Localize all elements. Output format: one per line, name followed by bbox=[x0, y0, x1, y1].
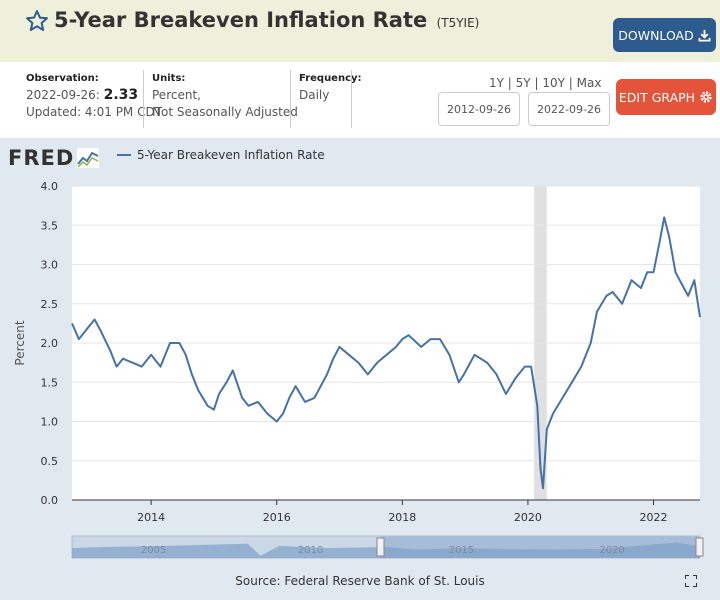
range-max[interactable]: Max bbox=[576, 76, 602, 90]
range-separator: | bbox=[507, 76, 512, 90]
y-tick-label: 1.0 bbox=[41, 416, 59, 429]
navigator-handle[interactable] bbox=[695, 537, 704, 557]
line-chart: 0.0 0.5 1.0 1.5 2.0 2.5 3.0 3.5 4.0 2014 2016 2018 2… bbox=[13, 180, 704, 559]
navigator-label: 2010 bbox=[298, 545, 323, 556]
units-line2: Not Seasonally Adjusted bbox=[152, 105, 298, 119]
navigator-label: 2020 bbox=[599, 545, 624, 556]
x-tick-label: 2016 bbox=[263, 511, 291, 524]
navigator-area bbox=[72, 542, 700, 558]
series-title: 5-Year Breakeven Inflation Rate bbox=[54, 8, 428, 32]
download-label: DOWNLOAD bbox=[618, 27, 694, 43]
x-tick-label: 2014 bbox=[137, 511, 165, 524]
y-tick-label: 2.0 bbox=[41, 337, 59, 350]
star-outline-icon[interactable] bbox=[25, 9, 49, 33]
y-tick-label: 2.5 bbox=[41, 298, 59, 311]
range-selector: 1Y | 5Y | 10Y | Max bbox=[489, 76, 601, 90]
updated-time: Updated: 4:01 PM CDT bbox=[26, 105, 163, 119]
navigator-handle[interactable] bbox=[376, 537, 385, 557]
range-1y[interactable]: 1Y bbox=[489, 76, 504, 90]
fred-logo-text: FRED bbox=[8, 146, 75, 170]
series-id: (T5YIE) bbox=[436, 16, 480, 30]
y-tick-label: 0.0 bbox=[41, 494, 59, 507]
range-5y[interactable]: 5Y bbox=[515, 76, 531, 90]
units-block: Units: Percent, Not Seasonally Adjusted bbox=[152, 70, 298, 121]
observation-date: 2022-09-26: bbox=[26, 88, 100, 102]
legend-label: 5-Year Breakeven Inflation Rate bbox=[137, 148, 325, 162]
start-date-input[interactable]: 2012-09-26 bbox=[438, 92, 520, 126]
observation-label: Observation: bbox=[26, 73, 99, 84]
divider bbox=[351, 70, 352, 128]
divider bbox=[290, 70, 291, 128]
fullscreen-icon[interactable] bbox=[685, 575, 697, 587]
navigator-label: 2005 bbox=[141, 545, 166, 556]
source-note: Source: Federal Reserve Bank of St. Loui… bbox=[235, 574, 485, 588]
edit-graph-button[interactable]: EDIT GRAPH bbox=[616, 79, 716, 115]
frequency-value: Daily bbox=[299, 88, 330, 102]
end-date-input[interactable]: 2022-09-26 bbox=[528, 92, 610, 126]
frequency-label: Frequency: bbox=[299, 73, 362, 84]
page-title: 5-Year Breakeven Inflation Rate (T5YIE) bbox=[54, 8, 479, 32]
x-tick-label: 2022 bbox=[640, 511, 668, 524]
observation-row: 2022-09-26: 2.33 bbox=[26, 87, 162, 104]
y-tick-label: 1.5 bbox=[41, 376, 59, 389]
frequency-block: Frequency: Daily bbox=[299, 70, 362, 104]
edit-graph-label: EDIT GRAPH bbox=[618, 89, 696, 105]
x-tick-label: 2020 bbox=[514, 511, 542, 524]
y-tick-label: 4.0 bbox=[41, 180, 59, 193]
y-tick-label: 3.0 bbox=[41, 259, 59, 272]
y-tick-label: 3.5 bbox=[41, 219, 59, 232]
range-separator: | bbox=[568, 76, 573, 90]
navigator-label: 2015 bbox=[449, 545, 474, 556]
divider bbox=[143, 70, 144, 128]
range-separator: | bbox=[534, 76, 539, 90]
units-line1: Percent, bbox=[152, 88, 201, 102]
legend-swatch bbox=[117, 154, 131, 156]
y-tick-label: 0.5 bbox=[41, 455, 59, 468]
y-axis-label: Percent bbox=[13, 320, 27, 365]
range-10y[interactable]: 10Y bbox=[542, 76, 565, 90]
observation-value: 2.33 bbox=[103, 87, 139, 103]
x-tick-label: 2018 bbox=[388, 511, 416, 524]
gear-icon bbox=[700, 91, 712, 103]
chart-legend: 5-Year Breakeven Inflation Rate bbox=[117, 148, 325, 162]
series-header: 5-Year Breakeven Inflation Rate (T5YIE) … bbox=[0, 0, 720, 62]
series-meta: Observation: 2022-09-26: 2.33 Updated: 4… bbox=[0, 62, 720, 138]
fred-logo: FRED bbox=[8, 146, 100, 170]
observation-block: Observation: 2022-09-26: 2.33 Updated: 4… bbox=[26, 70, 162, 121]
download-icon bbox=[698, 29, 711, 41]
graph-panel: 0.0 0.5 1.0 1.5 2.0 2.5 3.0 3.5 4.0 2014 2016 2018 2… bbox=[0, 138, 720, 600]
units-label: Units: bbox=[152, 73, 186, 84]
download-button[interactable]: DOWNLOAD bbox=[613, 18, 716, 52]
fred-chart-icon bbox=[77, 148, 100, 168]
